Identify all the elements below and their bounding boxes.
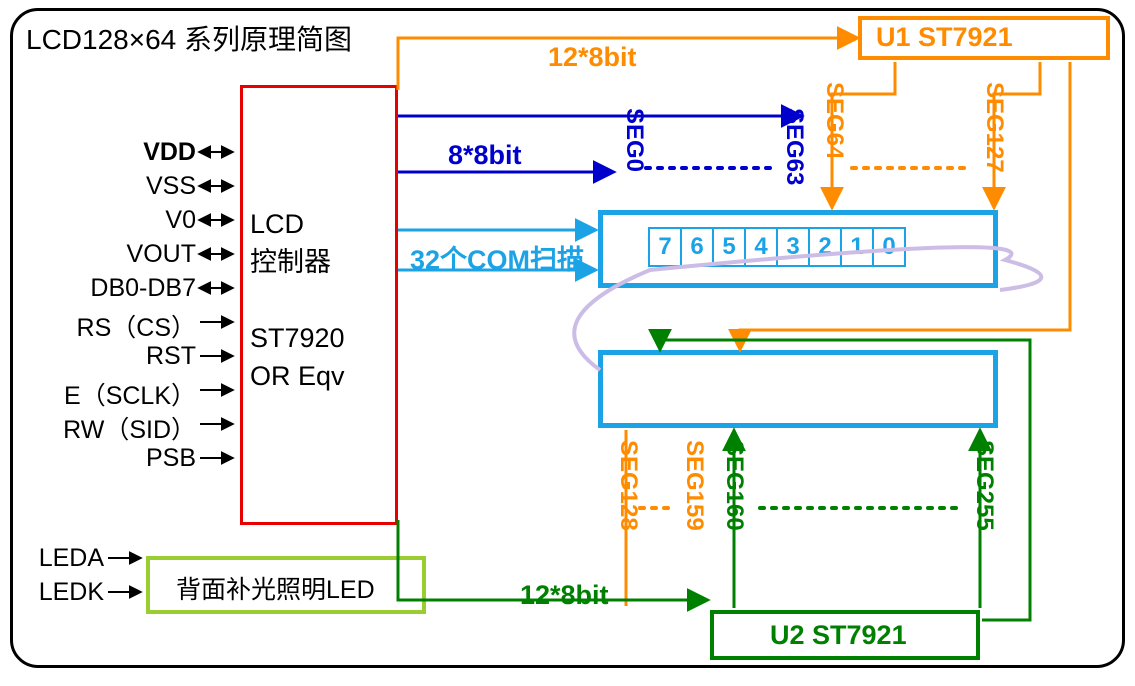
led-label: 背面补光照明LED	[176, 570, 375, 606]
label-8x8bit: 8*8bit	[448, 140, 522, 171]
label-seg128: SEG128	[614, 440, 642, 531]
pin-label: E（SCLK）	[64, 376, 196, 412]
diagram-title: LCD128×64 系列原理简图	[26, 18, 352, 58]
pin-label: PSB	[146, 444, 196, 473]
digit-row: 76543210	[648, 227, 904, 267]
controller-text-line	[250, 281, 345, 319]
led-pin-label: LEDK	[39, 578, 104, 607]
label-seg160: SEG160	[720, 440, 748, 531]
digit-cell: 5	[712, 227, 746, 267]
pin-label: VOUT	[127, 240, 196, 269]
controller-text-line: ST7920	[250, 319, 345, 357]
display-box-bottom	[598, 350, 998, 428]
controller-text-line: LCD	[250, 205, 345, 243]
u1-label: U1 ST7921	[876, 22, 1013, 53]
digit-cell: 1	[840, 227, 874, 267]
label-seg63: SEG63	[780, 108, 808, 185]
pin-label: VDD	[143, 138, 196, 167]
label-seg0: SEG0	[620, 108, 648, 172]
digit-cell: 7	[648, 227, 682, 267]
pin-label: VSS	[146, 172, 196, 201]
label-32com: 32个COM扫描	[410, 238, 584, 277]
led-pin-label: LEDA	[39, 544, 104, 573]
u2-label: U2 ST7921	[770, 620, 907, 651]
digit-cell: 6	[680, 227, 714, 267]
digit-cell: 0	[872, 227, 906, 267]
diagram-canvas: LCD128×64 系列原理简图 LCD控制器 ST7920OR Eqv U1 …	[0, 0, 1135, 686]
label-12x8bit-bottom: 12*8bit	[520, 580, 609, 611]
pin-label: DB0-DB7	[90, 274, 196, 303]
label-seg64: SEG64	[820, 82, 848, 159]
digit-cell: 3	[776, 227, 810, 267]
label-seg159: SEG159	[680, 440, 708, 531]
label-seg255: SEG255	[970, 440, 998, 531]
pin-label: RST	[146, 342, 196, 371]
pin-label: V0	[165, 206, 196, 235]
pin-label: RS（CS）	[77, 308, 196, 344]
digit-cell: 2	[808, 227, 842, 267]
digit-cell: 4	[744, 227, 778, 267]
controller-label: LCD控制器 ST7920OR Eqv	[250, 205, 345, 395]
label-seg127: SEG127	[980, 82, 1008, 173]
pin-label: RW（SID）	[63, 410, 196, 446]
label-12x8bit-top: 12*8bit	[548, 42, 637, 73]
controller-text-line: OR Eqv	[250, 357, 345, 395]
controller-text-line: 控制器	[250, 243, 345, 281]
